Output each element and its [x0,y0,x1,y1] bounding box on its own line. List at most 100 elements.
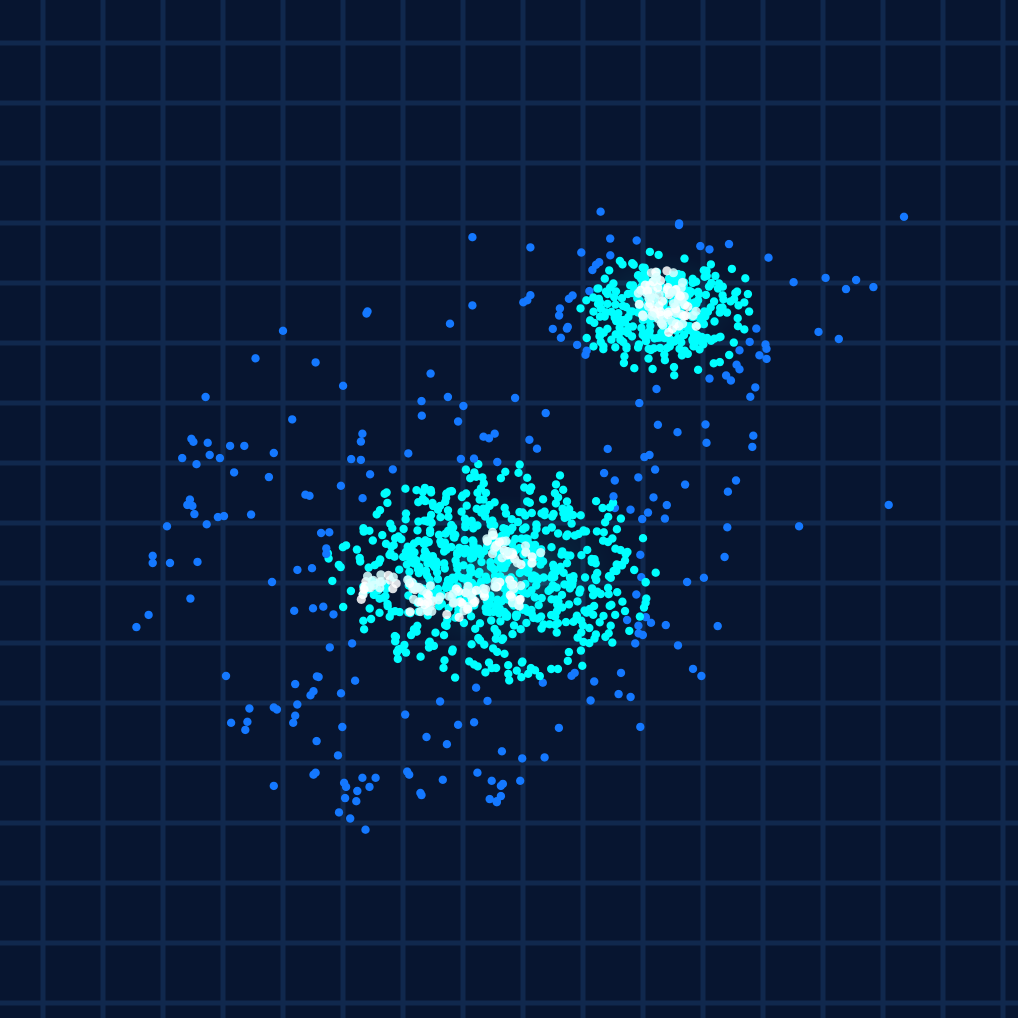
scatter-point [406,630,416,640]
scatter-point [632,590,641,599]
scatter-point [481,584,491,595]
data-points [132,207,909,834]
scatter-point [413,526,422,535]
scatter-point [221,671,231,681]
scatter-point [588,265,597,275]
scatter-point [688,311,698,321]
scatter-point [752,324,761,333]
scatter-point [630,565,639,575]
scatter-point [471,585,481,596]
scatter-point [701,290,711,300]
scatter-point [479,479,488,488]
scatter-point [851,275,861,285]
scatter-point [329,610,338,619]
scatter-point [615,323,624,332]
scatter-point [794,522,804,531]
scatter-point [578,661,587,670]
scatter-point [633,288,644,298]
scatter-point [643,508,653,517]
scatter-point [289,718,298,727]
scatter-point [595,618,604,627]
scatter-point [555,304,565,313]
scatter-point [554,311,564,320]
scatter-point [376,570,386,580]
scatter-point [722,308,732,317]
scatter-point [485,794,494,804]
scatter-point [680,480,690,489]
scatter-point [383,498,392,508]
scatter-point [338,543,348,552]
scatter-point [563,656,572,666]
scatter-point [361,825,370,834]
scatter-point [674,219,684,228]
scatter-point [359,616,368,625]
scatter-point [689,342,698,351]
scatter-point [443,392,453,402]
scatter-point [425,581,435,591]
scatter-point [630,364,639,373]
scatter-point [422,732,431,742]
scatter-point [226,718,236,727]
scatter-point [421,538,430,548]
scatter-point [162,522,172,531]
scatter-point [202,520,211,529]
scatter-point [653,420,663,429]
scatter-point [497,635,507,645]
scatter-point [425,526,435,535]
scatter-point [899,212,909,221]
scatter-point [625,626,634,636]
scatter-point [640,263,649,272]
scatter-point [626,692,635,702]
scatter-point [634,473,643,482]
scatter-point [388,572,398,582]
scatter-point [371,773,380,782]
scatter-point [443,575,453,585]
scatter-point [309,687,318,696]
scatter-point [397,534,406,544]
scatter-point [578,621,588,630]
scatter-point [395,565,404,574]
scatter-point [388,584,398,594]
scatter-point [588,591,598,600]
scatter-point [499,524,508,533]
scatter-point [718,291,727,300]
scatter-point [356,437,366,446]
scatter-point [362,309,371,318]
scatter-point [713,284,723,293]
scatter-point [527,586,536,595]
scatter-point [568,575,578,584]
scatter-point [746,392,755,401]
scatter-point [439,547,449,556]
scatter-point [473,768,482,777]
scatter-point [311,358,320,367]
scatter-point [381,592,390,601]
scatter-point [723,487,733,496]
scatter-point [693,287,703,296]
scatter-point [494,537,504,547]
scatter-point [667,287,677,297]
scatter-point [308,604,318,613]
scatter-point [359,625,369,634]
scatter-point [447,520,456,530]
scatter-point [724,239,734,249]
scatter-point [611,610,620,620]
scatter-point [457,492,467,502]
scatter-point [453,548,462,558]
scatter-point [461,465,471,474]
scatter-point [658,320,668,330]
scatter-point [333,751,343,760]
scatter-point [512,612,521,622]
scatter-point [365,604,374,613]
scatter-point [487,776,496,785]
scatter-point [496,617,505,626]
scatter-point [416,652,425,661]
scatter-point [559,485,568,494]
scatter-point [583,545,592,555]
scatter-point [697,332,706,342]
scatter-point [553,529,563,538]
scatter-point [582,333,591,343]
scatter-point [444,512,453,521]
scatter-point [706,336,716,345]
scatter-point [388,465,397,474]
scatter-point [564,600,574,609]
